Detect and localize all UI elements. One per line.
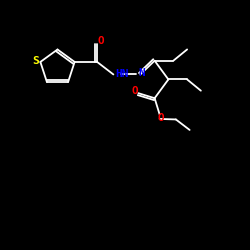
Text: O: O (98, 36, 104, 46)
Text: O: O (132, 86, 138, 96)
Text: HN: HN (115, 70, 129, 80)
Text: S: S (32, 56, 39, 66)
Text: N: N (139, 68, 145, 78)
Text: O: O (158, 113, 164, 123)
